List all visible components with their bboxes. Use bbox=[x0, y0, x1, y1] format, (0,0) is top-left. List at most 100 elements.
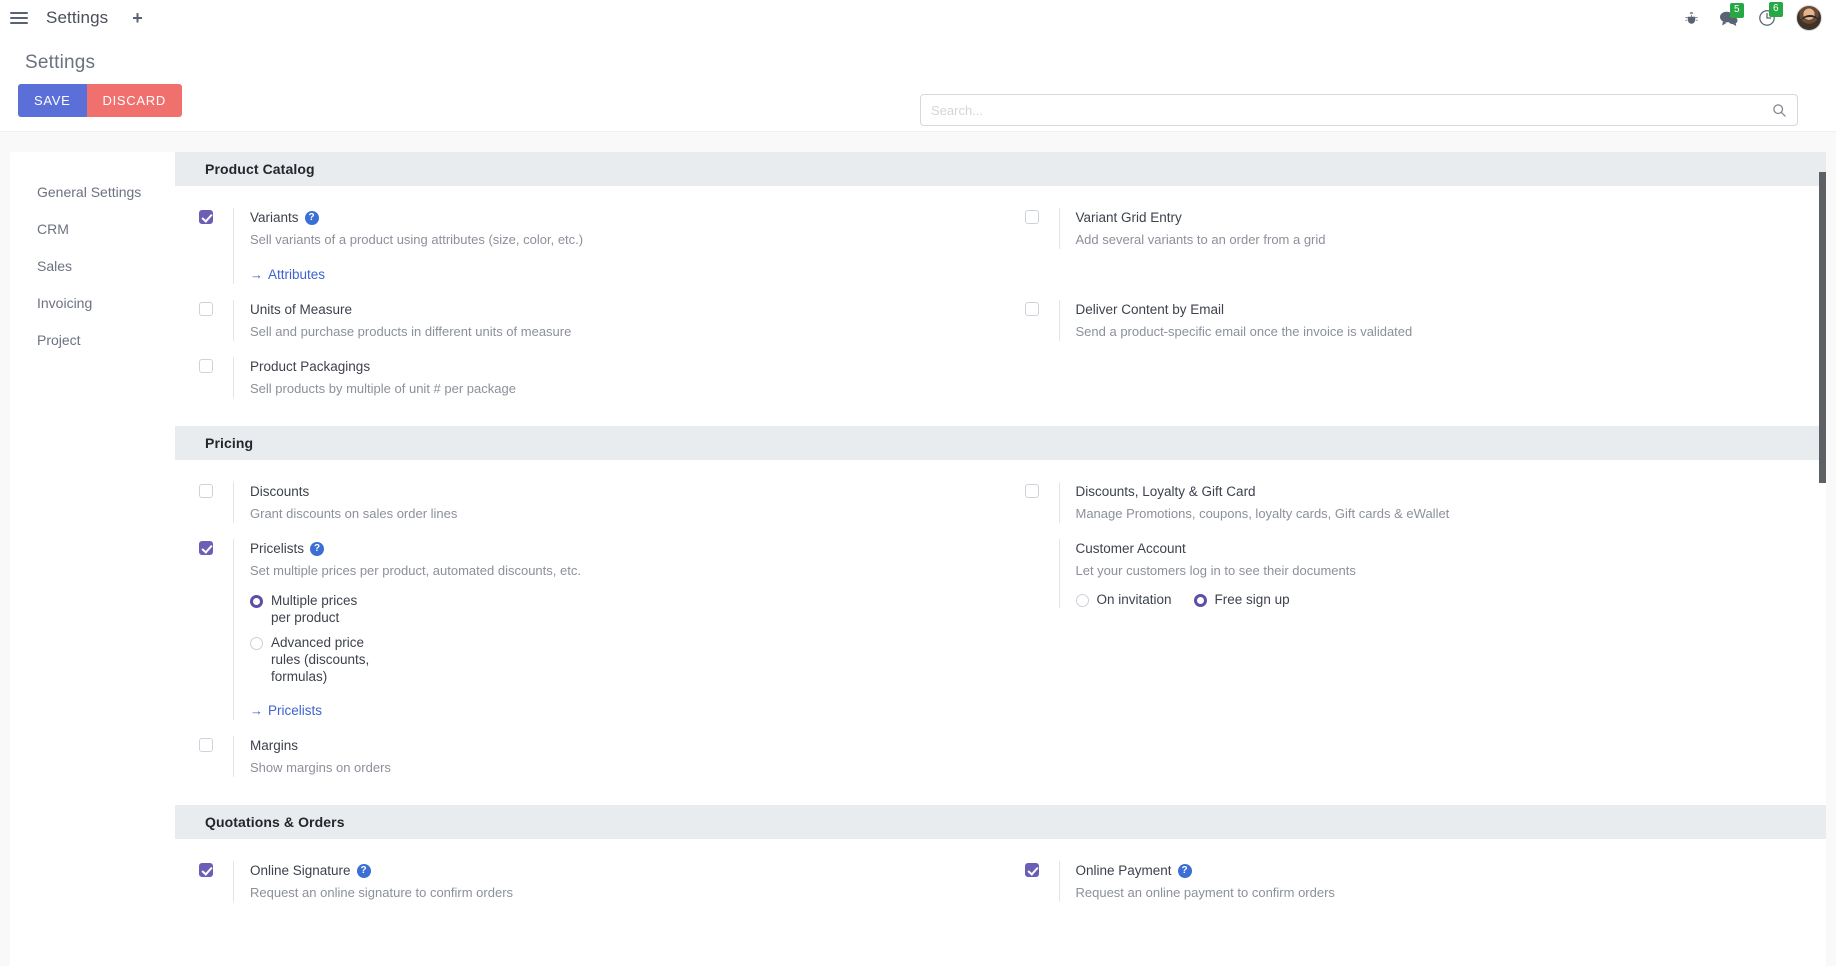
discard-button[interactable]: DISCARD bbox=[86, 84, 182, 117]
setting-label-text: Variant Grid Entry bbox=[1075, 210, 1182, 225]
search-input[interactable] bbox=[931, 102, 1772, 118]
radio-button[interactable] bbox=[250, 636, 263, 650]
radio-option[interactable]: On invitation bbox=[1075, 591, 1172, 608]
setting-body: Customer Account Let your customers log i… bbox=[1058, 539, 1803, 609]
radio-group-pricelists: Multiple prices per product Advanced pric… bbox=[250, 592, 977, 685]
save-button[interactable]: SAVE bbox=[18, 84, 87, 117]
checkbox-margins[interactable] bbox=[199, 738, 213, 753]
setting-margins: Margins Show margins on orders bbox=[175, 728, 1001, 785]
setting-label-text: Online Payment bbox=[1075, 863, 1172, 879]
bug-icon[interactable] bbox=[1684, 11, 1699, 26]
internal-link-variants[interactable]: → Attributes bbox=[250, 267, 325, 282]
section-header: Product Catalog bbox=[175, 152, 1826, 186]
setting-body: Units of Measure Sell and purchase produc… bbox=[233, 300, 977, 342]
checkbox-deliver-content-by-email[interactable] bbox=[1024, 302, 1039, 317]
checkbox-online-payment[interactable] bbox=[1024, 863, 1039, 878]
setting-label: Margins bbox=[250, 736, 977, 756]
sidebar-item-sales[interactable]: Sales bbox=[37, 258, 73, 274]
action-buttons: SAVE DISCARD bbox=[18, 84, 182, 117]
setting-description: Add several variants to an order from a … bbox=[1075, 231, 1326, 247]
section-body: Online Signature? Request an online signa… bbox=[175, 839, 1826, 930]
help-icon[interactable]: ? bbox=[310, 541, 325, 556]
sidebar-item-project[interactable]: Project bbox=[37, 332, 81, 348]
setting-label: Product Packagings bbox=[250, 357, 977, 377]
setting-label-text: Discounts bbox=[250, 484, 310, 500]
section-header: Pricing bbox=[175, 426, 1826, 461]
setting-label-text: Product Packagings bbox=[250, 359, 371, 375]
scrollbar-thumb[interactable] bbox=[1819, 172, 1826, 483]
sidebar-item-general-settings[interactable]: General Settings bbox=[37, 184, 142, 200]
avatar[interactable] bbox=[1796, 5, 1822, 31]
help-icon[interactable]: ? bbox=[356, 864, 371, 879]
setting-body: Discounts Grant discounts on sales order … bbox=[233, 482, 977, 524]
radio-option[interactable]: Advanced price rules (discounts, formula… bbox=[250, 634, 977, 686]
setting-body: Margins Show margins on orders bbox=[233, 736, 977, 778]
add-tab-plus-icon[interactable]: + bbox=[132, 8, 143, 28]
empty-cell bbox=[1001, 728, 1827, 785]
radio-option[interactable]: Free sign up bbox=[1193, 591, 1290, 608]
settings-row: Variants? Sell variants of a product usin… bbox=[175, 200, 1826, 292]
setting-online-signature: Online Signature? Request an online signa… bbox=[175, 853, 1001, 910]
setting-label-text: Pricelists bbox=[250, 541, 305, 557]
control-cell bbox=[1024, 482, 1059, 499]
activities-badge: 6 bbox=[1769, 2, 1783, 17]
help-icon[interactable]: ? bbox=[304, 210, 319, 225]
settings-sidebar: General Settings CRM Sales Invoicing Pro… bbox=[10, 152, 175, 966]
checkbox-units-of-measure[interactable] bbox=[199, 302, 213, 317]
radio-button[interactable] bbox=[1075, 594, 1089, 608]
search-box[interactable] bbox=[920, 94, 1798, 126]
setting-body: Online Payment? Request an online payment… bbox=[1058, 861, 1803, 903]
setting-description: Send a product-specific email once the i… bbox=[1075, 323, 1413, 339]
radio-option[interactable]: Multiple prices per product bbox=[250, 592, 977, 627]
setting-body: Product Packagings Sell products by multi… bbox=[233, 357, 977, 399]
setting-product-packagings: Product Packagings Sell products by multi… bbox=[175, 349, 1001, 406]
page-title: Settings bbox=[25, 52, 96, 73]
checkbox-online-signature[interactable] bbox=[199, 863, 213, 878]
setting-label: Discounts bbox=[250, 482, 977, 502]
sidebar-item-invoicing[interactable]: Invoicing bbox=[37, 295, 93, 311]
navbar-systray: 5 6 bbox=[1684, 2, 1822, 31]
setting-label: Units of Measure bbox=[250, 300, 977, 320]
setting-body: Deliver Content by Email Send a product-s… bbox=[1058, 300, 1803, 342]
setting-label-text: Customer Account bbox=[1075, 541, 1186, 557]
search-icon[interactable] bbox=[1772, 103, 1787, 118]
setting-variant-grid-entry: Variant Grid Entry Add several variants t… bbox=[1001, 200, 1827, 292]
internal-link-label: Attributes bbox=[268, 267, 326, 283]
setting-label-text: Deliver Content by Email bbox=[1075, 302, 1225, 318]
internal-link-pricelists[interactable]: → Pricelists bbox=[250, 703, 322, 718]
checkbox-variants[interactable] bbox=[199, 210, 213, 224]
hamburger-icon[interactable] bbox=[10, 7, 32, 29]
setting-label-text: Online Signature bbox=[250, 863, 351, 879]
checkbox-variant-grid-entry[interactable] bbox=[1024, 210, 1039, 224]
app-name-menu[interactable]: Settings bbox=[46, 8, 109, 27]
setting-label: Deliver Content by Email bbox=[1076, 300, 1803, 320]
messages-icon[interactable]: 5 bbox=[1719, 2, 1744, 27]
setting-description: Show margins on orders bbox=[250, 759, 391, 775]
control-cell bbox=[1025, 539, 1059, 541]
radio-button[interactable] bbox=[1193, 594, 1207, 608]
setting-online-payment: Online Payment? Request an online payment… bbox=[1001, 853, 1827, 910]
sidebar-item-crm[interactable]: CRM bbox=[37, 221, 69, 237]
activities-clock-icon[interactable]: 6 bbox=[1758, 2, 1783, 27]
control-cell bbox=[199, 300, 233, 317]
setting-pricelists: Pricelists? Set multiple prices per produ… bbox=[175, 531, 1001, 728]
section-body: Variants? Sell variants of a product usin… bbox=[175, 186, 1826, 426]
checkbox-product-packagings[interactable] bbox=[199, 359, 213, 374]
radio-label: On invitation bbox=[1096, 592, 1172, 608]
setting-label: Online Signature? bbox=[250, 861, 977, 881]
setting-label: Discounts, Loyalty & Gift Card bbox=[1076, 482, 1803, 502]
setting-description: Request an online signature to confirm o… bbox=[250, 884, 514, 900]
arrow-right-icon: → bbox=[250, 703, 263, 719]
settings-row: Discounts Grant discounts on sales order … bbox=[175, 474, 1826, 531]
checkbox-discounts[interactable] bbox=[199, 484, 213, 499]
checkbox-discounts-loyalty-gift-card[interactable] bbox=[1024, 484, 1039, 499]
radio-button[interactable] bbox=[250, 595, 263, 609]
settings-sections: Product Catalog Variants? Sell variants of… bbox=[175, 152, 1826, 930]
setting-description: Request an online payment to confirm ord… bbox=[1075, 884, 1335, 900]
control-cell bbox=[1024, 861, 1059, 878]
control-cell bbox=[199, 357, 233, 374]
help-icon[interactable]: ? bbox=[1177, 864, 1192, 879]
checkbox-pricelists[interactable] bbox=[199, 541, 213, 556]
setting-description: Sell products by multiple of unit # per … bbox=[250, 380, 516, 396]
scrollbar-track[interactable] bbox=[1819, 152, 1826, 966]
